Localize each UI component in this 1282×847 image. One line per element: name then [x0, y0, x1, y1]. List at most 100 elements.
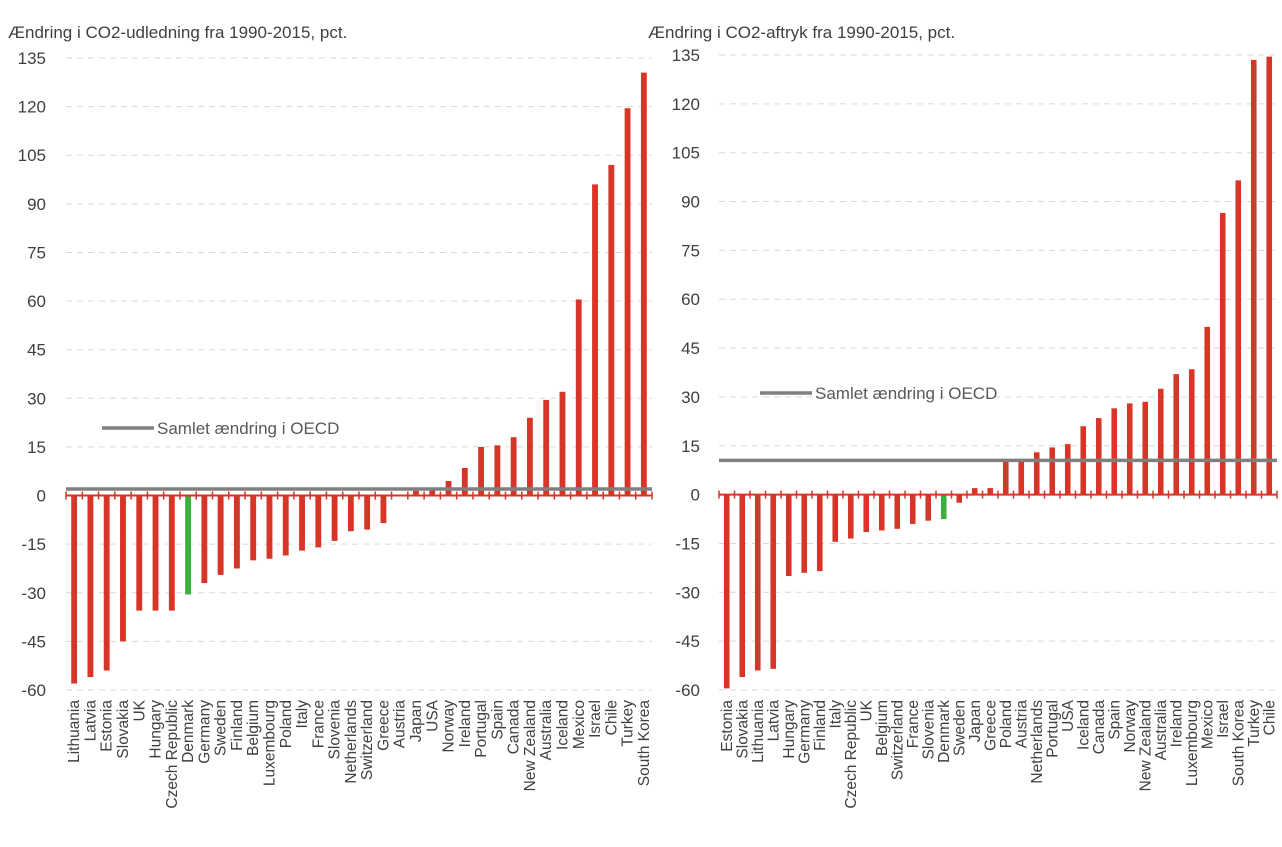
chart-left-y-tick-label: 90 — [27, 195, 46, 214]
chart-left-x-tick-label: Turkey — [620, 700, 637, 747]
chart-left-x-tick-label: France — [310, 700, 327, 748]
chart-left-bar — [640, 72, 647, 496]
chart-right-bar — [909, 494, 916, 524]
chart-right-x-tick-label: Belgium — [874, 700, 891, 756]
chart-right-y-tick-label: 45 — [681, 339, 700, 358]
chart-left-bar — [282, 495, 289, 556]
chart-right-y-tick-label: -15 — [675, 534, 700, 553]
chart-right-x-tick-label: Switzerland — [889, 700, 906, 780]
chart-right-bar — [971, 488, 978, 495]
chart-right-bar — [739, 494, 746, 677]
chart-left-bar — [608, 164, 615, 496]
chart-right-x-tick-label: Latvia — [765, 700, 782, 742]
chart-right-bar — [1219, 212, 1226, 495]
chart-left-bar — [71, 495, 78, 684]
chart-right-y-tick-label: 30 — [681, 388, 700, 407]
chart-left-bar — [136, 495, 143, 611]
chart-left-bar — [575, 299, 582, 496]
chart-right-x-tick-label: Norway — [1122, 700, 1139, 753]
chart-right-x-tick-label: Spain — [1106, 700, 1123, 740]
chart-left-y-tick-label: 30 — [27, 389, 46, 408]
chart-left-x-tick-label: South Korea — [636, 700, 653, 787]
chart-left-x-tick-label: Israel — [587, 700, 604, 738]
chart-left-x-tick-label: Switzerland — [359, 700, 376, 780]
chart-right-bar — [863, 494, 870, 533]
chart-left-x-tick-label: Japan — [408, 700, 425, 742]
chart-right-bar — [1235, 180, 1242, 495]
chart-left-bar — [478, 446, 485, 496]
chart-left-x-tick-label: Australia — [538, 700, 555, 761]
chart-left-x-tick-label: Portugal — [473, 700, 490, 758]
chart-left-x-tick-label: Lithuania — [66, 700, 83, 763]
chart-left-bar — [347, 495, 354, 532]
chart-right-bar — [1049, 447, 1056, 495]
chart-right-x-tick-label: Greece — [982, 700, 999, 751]
chart-right-x-tick-label: Israel — [1215, 700, 1232, 738]
chart-right-x-tick-label: Turkey — [1246, 700, 1263, 747]
chart-right-x-tick-label: Lithuania — [750, 700, 767, 763]
chart-left-x-tick-label: Spain — [489, 700, 506, 740]
chart-right-x-tick-label: Sweden — [951, 700, 968, 756]
chart-left-bar — [461, 467, 468, 496]
chart-left-y-tick-label: 135 — [18, 49, 46, 68]
chart-left-x-tick-label: Ireland — [457, 700, 474, 747]
chart-right-y-tick-label: -45 — [675, 632, 700, 651]
chart-left-x-tick-label: Slovenia — [327, 700, 344, 760]
chart-left-y-tick-label: -15 — [21, 535, 46, 554]
chart-left-x-tick-label: Latvia — [82, 700, 99, 742]
chart-right-panel: Ændring i CO2-aftryk fra 1990-2015, pct.… — [648, 23, 1278, 809]
chart-left-y-tick-label: -30 — [21, 584, 46, 603]
chart-left-x-tick-label: Mexico — [571, 700, 588, 749]
chart-left-x-tick-label: Slovakia — [115, 700, 132, 759]
chart-left-bar — [413, 490, 419, 496]
chart-left-x-tick-label: Sweden — [213, 700, 230, 756]
chart-left-title: Ændring i CO2-udledning fra 1990-2015, p… — [8, 23, 347, 42]
chart-left-bar — [380, 495, 387, 524]
chart-right-bar — [878, 494, 885, 531]
chart-right-bar — [1002, 462, 1009, 495]
chart-right-bar — [1157, 388, 1164, 495]
chart-right-bar — [925, 494, 932, 521]
chart-right-x-tick-label: France — [905, 700, 922, 748]
chart-right-x-tick-label: Chile — [1261, 700, 1278, 735]
chart-left-bar — [315, 495, 322, 548]
chart-right-y-tick-label: 90 — [681, 193, 700, 212]
chart-left-bar — [494, 445, 501, 496]
chart-right-bar — [785, 494, 792, 577]
chart-left-bar — [559, 391, 566, 496]
chart-right-y-tick-label: 60 — [681, 290, 700, 309]
chart-right-bar — [1111, 408, 1118, 495]
chart-left-x-tick-label: Luxembourg — [261, 700, 278, 786]
chart-right-y-tick-label: 75 — [681, 241, 700, 260]
chart-left-y-tick-label: -60 — [21, 681, 46, 700]
chart-right-x-tick-label: South Korea — [1230, 700, 1247, 787]
chart-left-bar — [185, 495, 192, 595]
chart-left-x-tick-label: Belgium — [245, 700, 262, 756]
chart-right-bar — [1266, 56, 1273, 495]
chart-right-bar — [847, 494, 854, 539]
chart-right-bar — [1173, 374, 1180, 495]
chart-right-x-tick-label: UK — [858, 699, 875, 721]
chart-right-bar — [1204, 326, 1211, 495]
chart-right-bar — [956, 494, 963, 503]
chart-right-x-tick-label: Estonia — [719, 700, 736, 752]
chart-right-y-tick-label: -60 — [675, 681, 700, 700]
chart-right-bar — [754, 494, 761, 671]
chart-right-x-tick-label: Italy — [827, 700, 844, 729]
chart-left-x-tick-label: New Zealand — [522, 700, 539, 791]
chart-left-x-tick-label: Estonia — [99, 700, 116, 752]
chart-left-bar — [429, 487, 436, 496]
chart-right-bar — [1188, 369, 1195, 495]
chart-right-x-tick-label: Australia — [1153, 700, 1170, 761]
chart-right-x-tick-label: Netherlands — [1029, 700, 1046, 784]
chart-right-bar — [832, 494, 839, 542]
chart-right-bar — [1095, 418, 1102, 495]
chart-left-x-tick-label: Greece — [375, 700, 392, 751]
chart-left-bar — [526, 417, 533, 496]
chart-left-bar — [217, 495, 224, 575]
chart-right-x-tick-label: Austria — [1013, 700, 1030, 749]
chart-left-bar — [250, 495, 257, 561]
chart-right-title: Ændring i CO2-aftryk fra 1990-2015, pct. — [648, 23, 955, 42]
chart-left-x-tick-label: Chile — [603, 700, 620, 735]
